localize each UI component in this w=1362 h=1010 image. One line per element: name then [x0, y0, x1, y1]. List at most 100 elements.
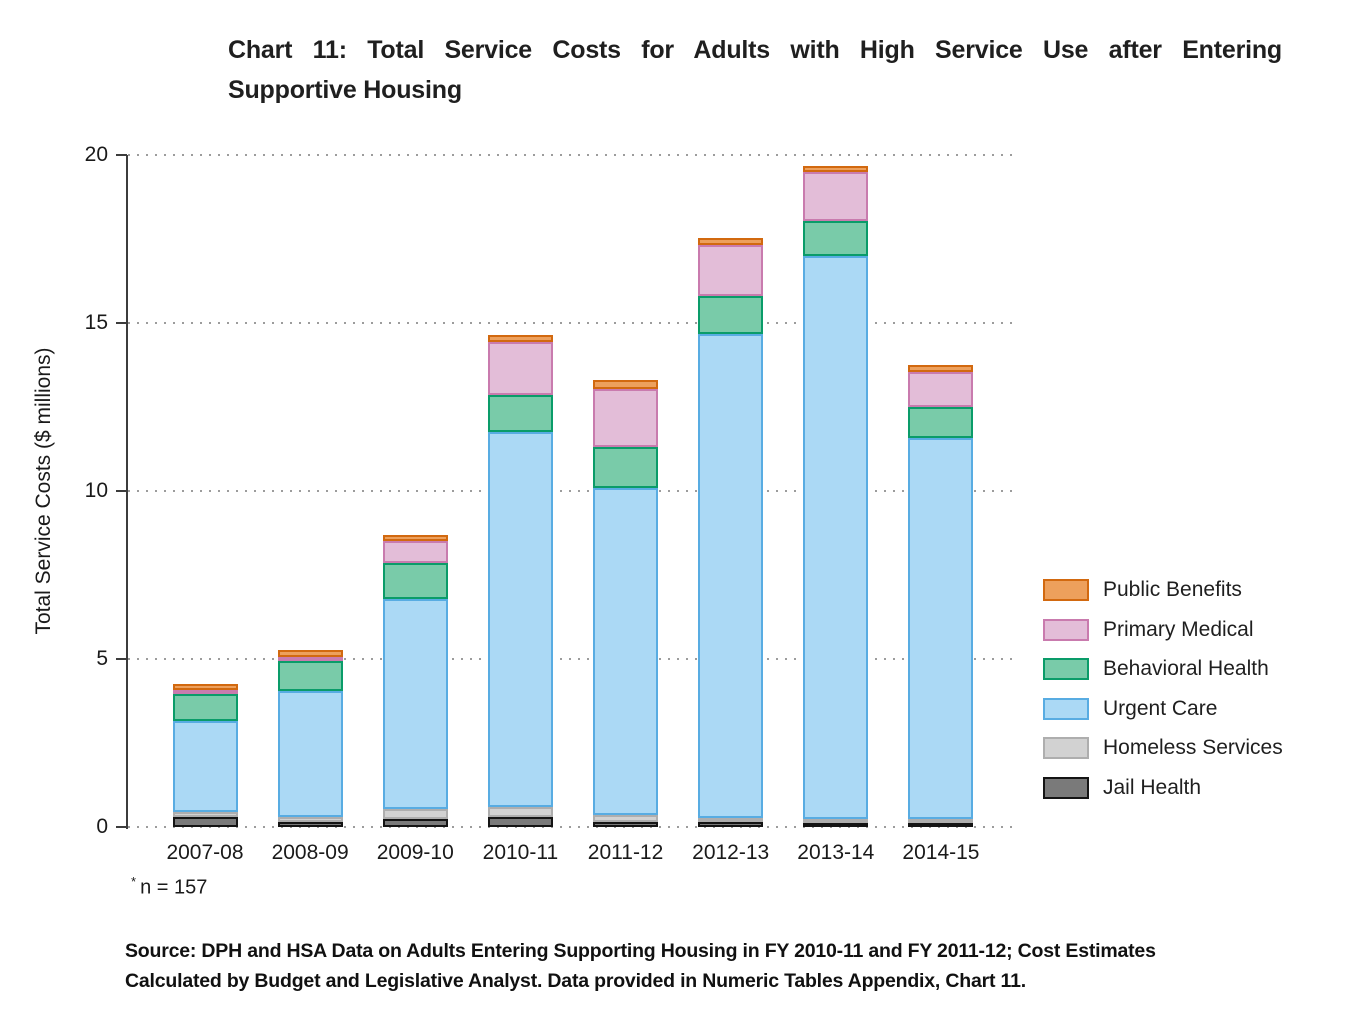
legend-item-behavioral-health: Behavioral Health: [1043, 657, 1283, 680]
bar-segment-public-benefits: [698, 238, 764, 246]
y-tick-10: [116, 490, 127, 492]
bar-2007-08: [172, 683, 238, 827]
bar-segment-urgent-care: [908, 437, 974, 819]
legend-swatch-homeless-services: [1043, 737, 1089, 759]
bar-segment-public-benefits: [803, 165, 869, 173]
bar-segment-primary-medical: [277, 656, 343, 661]
bar-2011-12: [593, 380, 659, 827]
bar-segment-primary-medical: [382, 541, 448, 564]
legend-item-homeless-services: Homeless Services: [1043, 736, 1283, 759]
legend-swatch-jail-health: [1043, 776, 1089, 799]
bar-segment-homeless-services: [593, 815, 659, 822]
bar-segment-behavioral-health: [487, 395, 553, 433]
asterisk: *: [131, 874, 137, 889]
legend-label-behavioral-health: Behavioral Health: [1103, 657, 1269, 680]
bar-segment-primary-medical: [803, 172, 869, 221]
legend-item-urgent-care: Urgent Care: [1043, 696, 1283, 720]
bar-segment-behavioral-health: [382, 563, 448, 599]
source-line2: Calculated by Budget and Legislative Ana…: [125, 970, 1026, 992]
bar-2008-09: [277, 649, 343, 827]
sample-size-note: * n = 157: [131, 874, 207, 900]
bar-segment-homeless-services: [382, 808, 448, 819]
bar-segment-primary-medical: [908, 372, 974, 408]
bar-segment-urgent-care: [803, 256, 869, 819]
bar-segment-homeless-services: [803, 819, 869, 823]
bar-segment-primary-medical: [593, 388, 659, 448]
x-tick-label-2014-15: 2014-15: [902, 841, 980, 864]
bar-segment-urgent-care: [698, 334, 764, 818]
bar-2013-14: [803, 165, 869, 827]
x-tick-label-2011-12: 2011-12: [587, 841, 664, 864]
y-axis-line: [126, 155, 128, 829]
bar-segment-homeless-services: [698, 817, 764, 822]
legend: Public Benefits Primary Medical Behavioral…: [1043, 578, 1283, 816]
bar-segment-jail-health: [908, 823, 974, 827]
bar-segment-behavioral-health: [908, 407, 974, 438]
gridline-5: [128, 658, 1016, 660]
bar-segment-behavioral-health: [698, 295, 764, 335]
bar-2009-10: [382, 534, 448, 827]
bar-segment-primary-medical: [172, 690, 238, 695]
bar-segment-behavioral-health: [277, 660, 343, 691]
x-tick-label-2008-09: 2008-09: [271, 841, 349, 864]
y-tick-20: [116, 154, 127, 156]
bar-segment-urgent-care: [593, 487, 659, 816]
bar-segment-homeless-services: [172, 811, 238, 817]
legend-swatch-behavioral-health: [1043, 658, 1089, 680]
bar-segment-urgent-care: [277, 690, 343, 817]
legend-label-primary-medical: Primary Medical: [1103, 617, 1254, 641]
bar-segment-jail-health: [487, 816, 553, 827]
x-tick-label-2007-08: 2007-08: [166, 841, 244, 864]
y-tick-5: [116, 658, 127, 660]
legend-item-public-benefits: Public Benefits: [1043, 578, 1283, 601]
chart-title: Chart 11: Total Service Costs for Adults…: [228, 30, 1282, 110]
legend-label-jail-health: Jail Health: [1103, 775, 1202, 799]
x-tick-label-2012-13: 2012-13: [692, 841, 770, 864]
bar-segment-jail-health: [593, 821, 659, 827]
y-tick-label-15: 15: [84, 311, 108, 334]
legend-label-public-benefits: Public Benefits: [1103, 578, 1242, 601]
bar-segment-behavioral-health: [803, 220, 869, 257]
source-note: Source: DPH and HSA Data on Adults Enter…: [125, 936, 1350, 996]
x-tick-label-2010-11: 2010-11: [482, 841, 559, 864]
bar-2014-15: [908, 365, 974, 827]
bar-segment-public-benefits: [487, 334, 553, 342]
sample-size-text: n = 157: [140, 876, 208, 899]
bar-segment-public-benefits: [172, 683, 238, 691]
chart-title-line2: Supportive Housing: [228, 76, 462, 104]
bar-2010-11: [487, 334, 553, 827]
bar-segment-primary-medical: [698, 245, 764, 296]
source-line1: Source: DPH and HSA Data on Adults Enter…: [125, 940, 1156, 962]
bar-segment-urgent-care: [172, 721, 238, 812]
bar-segment-public-benefits: [277, 649, 343, 657]
bar-segment-urgent-care: [487, 432, 553, 807]
y-tick-label-10: 10: [84, 479, 108, 502]
legend-swatch-primary-medical: [1043, 618, 1089, 641]
bar-2012-13: [698, 238, 764, 827]
bar-segment-behavioral-health: [593, 447, 659, 488]
legend-item-primary-medical: Primary Medical: [1043, 617, 1283, 641]
chart-title-line1: Chart 11: Total Service Costs for Adults…: [228, 36, 1282, 64]
bar-segment-public-benefits: [382, 534, 448, 542]
y-axis-label: Total Service Costs ($ millions): [32, 347, 55, 635]
legend-label-homeless-services: Homeless Services: [1103, 736, 1283, 759]
legend-swatch-public-benefits: [1043, 579, 1089, 601]
bar-segment-jail-health: [382, 818, 448, 827]
y-tick-15: [116, 322, 127, 324]
gridline-0: [128, 826, 1016, 828]
y-tick-label-5: 5: [96, 647, 108, 670]
x-tick-label-2013-14: 2013-14: [797, 841, 875, 864]
legend-swatch-urgent-care: [1043, 697, 1089, 720]
bar-segment-jail-health: [698, 821, 764, 827]
gridline-15: [128, 322, 1016, 324]
bar-segment-homeless-services: [487, 806, 553, 817]
y-tick-0: [116, 826, 127, 828]
bar-segment-homeless-services: [908, 819, 974, 823]
gridline-20: [128, 154, 1016, 156]
bar-segment-homeless-services: [277, 816, 343, 822]
bar-segment-behavioral-health: [172, 694, 238, 722]
bar-segment-public-benefits: [908, 365, 974, 373]
gridline-10: [128, 490, 1016, 492]
legend-label-urgent-care: Urgent Care: [1103, 696, 1218, 720]
